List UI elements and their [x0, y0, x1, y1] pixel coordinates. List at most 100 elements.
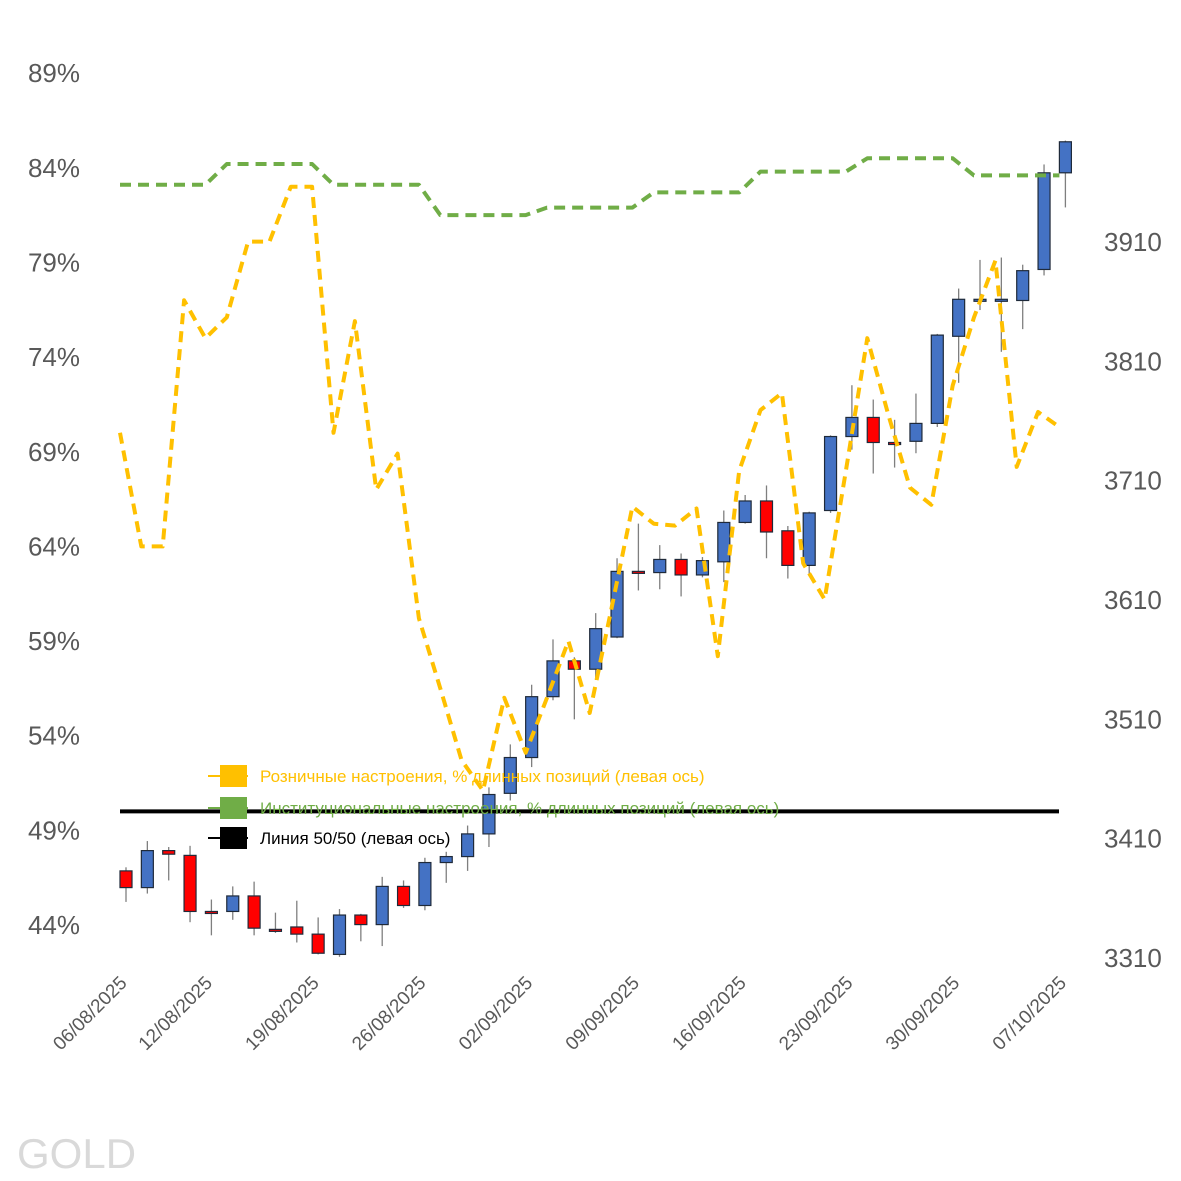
candle [503, 744, 517, 801]
legend: Розничные настроения, % длинных позиций … [208, 765, 779, 849]
legend-swatch-5050 [220, 827, 247, 849]
candle [461, 825, 475, 871]
candle-body-up [1016, 270, 1030, 302]
left-tick-label: 59% [28, 626, 80, 656]
candle [162, 847, 176, 881]
legend-swatch-retail [220, 765, 247, 787]
right-tick-label: 3610 [1104, 585, 1162, 615]
legend-item-retail: Розничные настроения, % длинных позиций … [208, 765, 705, 787]
candle-body-down [119, 870, 133, 889]
candle-body-down [631, 570, 646, 574]
right-tick-label: 3710 [1104, 466, 1162, 496]
candle [268, 912, 283, 933]
candle [418, 857, 432, 911]
candle [439, 851, 453, 883]
candle-body-up [140, 850, 154, 889]
candle-body-down [396, 885, 411, 907]
candle-body-up [802, 512, 816, 567]
left-tick-label: 49% [28, 815, 80, 845]
left-tick-label: 69% [28, 437, 80, 467]
candle [311, 917, 325, 955]
left-tick-label: 89% [28, 58, 80, 88]
candle-body-down [268, 928, 283, 932]
candle-body-up [375, 885, 389, 926]
candle-body-down [866, 416, 880, 444]
candle [375, 876, 389, 947]
x-tick-label: 12/08/2025 [135, 973, 217, 1055]
candle [738, 494, 752, 524]
candle [823, 435, 838, 513]
candle-body-up [503, 756, 517, 794]
candle-body-up [909, 422, 923, 442]
candle [482, 787, 496, 848]
candle-body-down [162, 850, 176, 855]
candle-body-up [653, 558, 667, 574]
candle [183, 845, 197, 923]
candle-body-up [717, 521, 731, 563]
left-tick-label: 44% [28, 910, 80, 940]
candle [802, 511, 816, 575]
candle-body-up [738, 500, 752, 524]
candle-body-down [354, 914, 368, 926]
candle-body-down [311, 933, 325, 954]
candle [866, 399, 880, 474]
candle-body-up [525, 696, 539, 759]
right-tick-label: 3810 [1104, 346, 1162, 376]
left-tick-label: 74% [28, 342, 80, 372]
candle [653, 545, 667, 590]
candles [119, 140, 1073, 957]
candle [290, 900, 304, 943]
candle [759, 485, 774, 559]
candle [204, 899, 218, 936]
x-tick-label: 06/08/2025 [49, 973, 131, 1055]
x-tick-label: 07/10/2025 [989, 973, 1071, 1055]
legend-item-5050: Линия 50/50 (левая ось) [208, 827, 450, 849]
candle-body-up [439, 855, 453, 864]
candle [140, 841, 154, 894]
candle [332, 909, 347, 957]
candle [930, 333, 944, 427]
candle-body-up [226, 895, 240, 913]
candle [119, 867, 133, 902]
candle-body-down [204, 910, 218, 915]
x-tick-label: 19/08/2025 [242, 973, 324, 1055]
candle [717, 510, 731, 583]
candle-body-down [183, 854, 197, 913]
sentiment-lines [118, 156, 1061, 814]
candle-body-up [1037, 172, 1051, 271]
candle [909, 393, 923, 454]
candle [525, 684, 539, 768]
left-axis: 44% 49% 54% 59% 64% 69% 74% 79% 84% 89% [28, 58, 80, 940]
legend-swatch-institutional [220, 797, 247, 819]
candle [781, 526, 795, 579]
candle [1016, 264, 1030, 330]
right-tick-label: 3910 [1104, 227, 1162, 257]
candle-body-down [781, 530, 795, 567]
candle-body-down [247, 895, 261, 929]
candle [589, 613, 603, 680]
candle-body-up [589, 628, 603, 670]
x-tick-label: 23/09/2025 [775, 973, 857, 1055]
candle [1037, 164, 1051, 276]
candle-body-up [418, 861, 432, 907]
x-tick-label: 02/09/2025 [455, 973, 537, 1055]
left-tick-label: 79% [28, 247, 80, 277]
candle-body-up [332, 914, 347, 956]
candle-body-down [290, 926, 304, 935]
candle-body-up [823, 435, 838, 512]
legend-label-5050: Линия 50/50 (левая ось) [260, 829, 450, 848]
x-tick-label: 09/09/2025 [562, 973, 644, 1055]
candle-body-up [461, 833, 475, 858]
left-tick-label: 64% [28, 531, 80, 561]
candle [845, 385, 859, 450]
right-tick-label: 3510 [1104, 704, 1162, 734]
x-tick-label: 30/09/2025 [882, 973, 964, 1055]
right-tick-label: 3310 [1104, 943, 1162, 973]
candle-body-up [1058, 141, 1073, 174]
x-tick-label: 16/09/2025 [669, 973, 751, 1055]
candle [1058, 140, 1073, 208]
candle-body-up [930, 334, 944, 425]
x-tick-label: 26/08/2025 [348, 973, 430, 1055]
